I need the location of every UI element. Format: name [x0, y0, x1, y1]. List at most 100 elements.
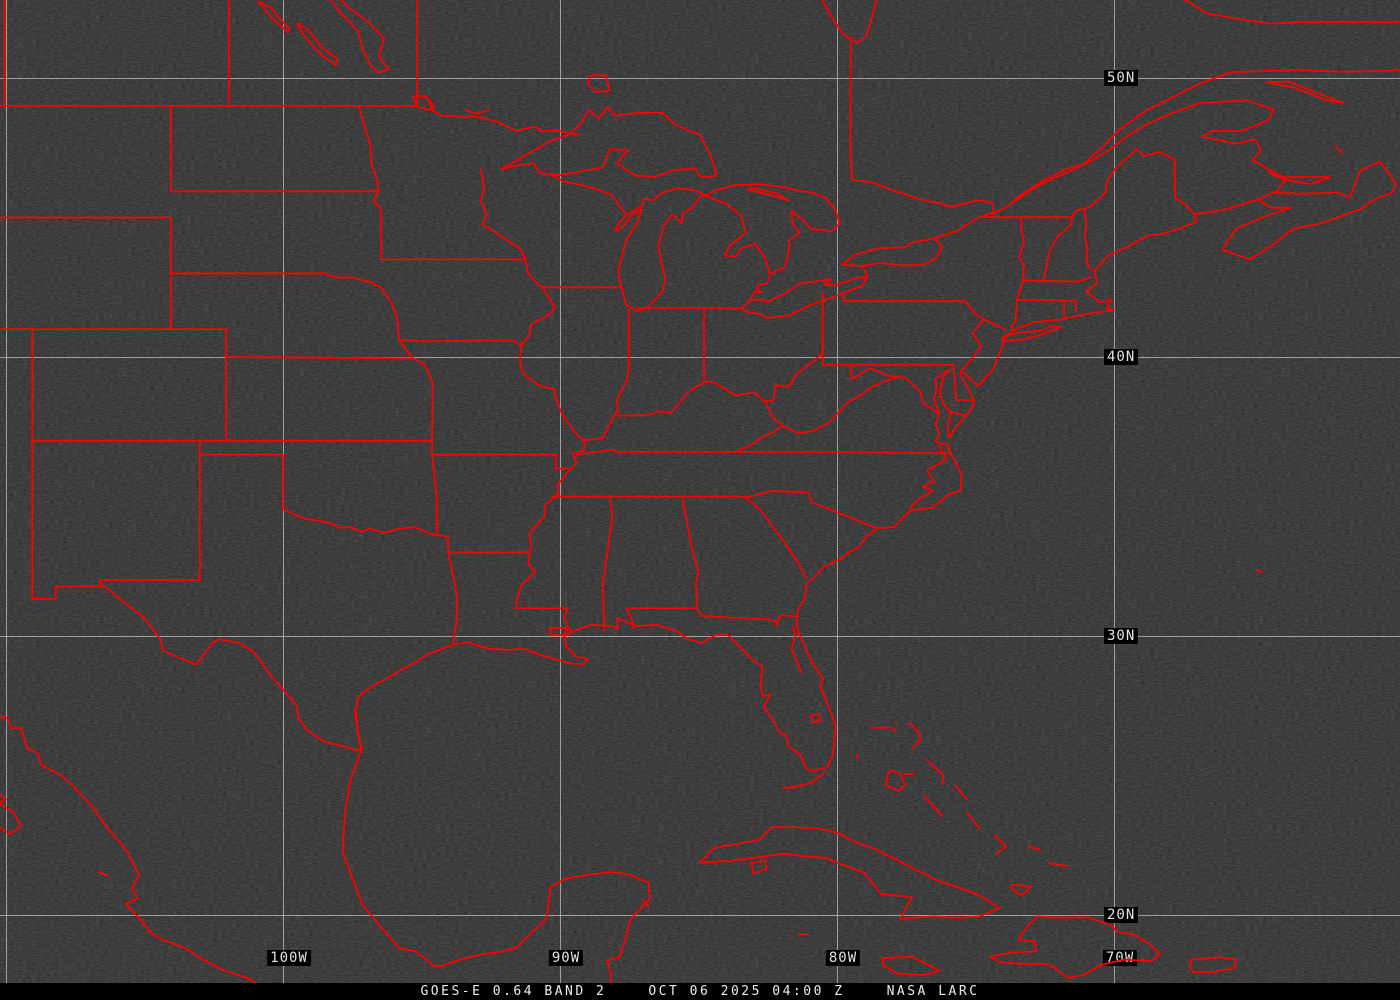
boundary-big-sandy-wv-ky [764, 400, 784, 427]
boundary-prince-edward-island [1268, 171, 1331, 185]
boundary-delmarva-md-va [949, 411, 967, 417]
boundary-on-qc-border [849, 36, 995, 213]
boundary-st-lawrence-north-shore [1013, 68, 1400, 201]
boundary-cozumel [642, 898, 650, 908]
boundary-rainy-lake [464, 109, 489, 115]
boundary-border-lakes-chain [416, 95, 580, 136]
boundary-cuba [699, 826, 1000, 921]
boundary-lake-ontario [841, 237, 944, 267]
lat-label-50n: 50N [1104, 70, 1139, 86]
lat-label-40n: 40N [1104, 349, 1139, 365]
boundary-turks-caicos [1048, 862, 1070, 868]
boundary-ga-fl-border [700, 614, 798, 627]
boundary-lake-of-the-woods [412, 95, 435, 111]
boundary-anticosti-island [1265, 80, 1345, 104]
caption-credit: NASA LARC [886, 984, 980, 999]
boundary-mo-bootheel [554, 453, 570, 470]
caption-timestamp: OCT 06 2025 04:00 Z [648, 984, 845, 999]
boundary-great-inagua [1010, 883, 1032, 897]
boundary-ia-mo-border [398, 339, 523, 347]
gridline-lat-50n [0, 78, 1400, 79]
boundary-puerto-rico [1189, 956, 1237, 974]
boundary-isla-de-la-juventud [750, 859, 768, 874]
boundary-lake-st-clair [749, 272, 771, 301]
boundary-ma-south-border [1016, 298, 1077, 302]
boundary-md-potomac [850, 363, 941, 416]
boundary-me-qc-nb-border [1071, 148, 1196, 219]
boundary-baja-california-cape [0, 793, 23, 835]
boundary-ok-ar-border [431, 453, 438, 536]
boundary-lake-manitoba [295, 22, 338, 67]
boundary-lake-pontchartrain [548, 626, 568, 637]
boundary-ms-la-31n-pearl [514, 607, 572, 632]
boundary-mexico-pacific-coast [0, 715, 279, 994]
boundary-coast-southeast-gulf-mexico [341, 526, 895, 994]
boundary-james-bay [821, 0, 878, 44]
boundary-ok-panhandle [198, 453, 284, 510]
boundary-mi-south-border [636, 306, 743, 310]
boundary-long-island [1001, 325, 1063, 342]
boundary-magdalen-islands [1334, 145, 1344, 155]
boundary-eleuthera [926, 759, 945, 785]
boundary-ar-tx-border [435, 533, 450, 554]
boundary-niagara-river [861, 264, 869, 279]
boundary-il-in-border [613, 308, 630, 417]
boundary-nm-bootheel [31, 585, 103, 600]
boundary-outer-banks [892, 452, 963, 529]
boundary-red-river-tx-ok [282, 507, 438, 536]
boundary-manitoulin-island [747, 186, 790, 202]
boundary-nova-scotia [1221, 160, 1398, 261]
boundary-mo-west-border [412, 357, 434, 456]
boundary-wi-mi-border [548, 173, 628, 216]
boundary-pa-ny-42n [842, 292, 985, 321]
boundary-va-wv-border [734, 375, 902, 453]
boundary-mississippi-river [480, 167, 586, 609]
boundary-andros [884, 769, 906, 792]
boundary-ny-east-border [1010, 216, 1025, 332]
boundary-long-island-bahamas [966, 812, 981, 830]
boundary-coast-mid-atlantic-chesapeake [933, 337, 1005, 455]
boundary-lake-winnipegosis [257, 0, 291, 33]
boundary-vt-nh-border [1042, 216, 1074, 282]
boundary-de-md-border [952, 363, 975, 402]
boundary-coast-new-england [1001, 213, 1198, 339]
boundary-exuma-chain [923, 795, 944, 817]
boundary-lake-winnipeg [329, 0, 390, 74]
boundary-ne-ks-40n [225, 356, 415, 360]
gridline-lon-80w [837, 0, 838, 1000]
boundary-sd-ne-border [169, 272, 383, 289]
boundary-lake-nipigon [586, 74, 611, 93]
lon-label-80w: 80W [825, 950, 861, 966]
caption-bar: GOES-E 0.64 BAND 2 OCT 06 2025 04:00 Z N… [0, 983, 1400, 1000]
caption-product: GOES-E 0.64 BAND 2 [420, 984, 607, 999]
boundary-cat-island [953, 784, 969, 801]
boundary-grand-cayman [797, 933, 808, 936]
boundary-lake-huron-georgian-bay [704, 183, 841, 275]
boundary-pamlico-sound-mainland [909, 445, 948, 509]
boundary-nh-me-border [1083, 208, 1093, 271]
boundary-red-river-border [358, 105, 380, 193]
lon-label-90w: 90W [548, 950, 584, 966]
boundary-qc-nl-border [1183, 0, 1400, 25]
boundary-mn-sd-border [372, 190, 383, 261]
boundary-lake-huron-west-shore [704, 194, 771, 275]
lat-label-20n: 20N [1104, 907, 1139, 923]
boundary-st-johns-river [790, 625, 802, 674]
gridline-lat-20n [0, 915, 1400, 916]
boundary-bermuda [1255, 569, 1264, 573]
gridline-lon-70w [1114, 0, 1115, 1000]
boundary-ny-nj-border [982, 318, 1006, 331]
boundary-abaco [908, 721, 921, 749]
boundary-lake-okeechobee [809, 713, 822, 724]
boundary-lake-michigan [614, 187, 707, 313]
boundary-grand-bahama [870, 726, 897, 733]
boundary-ohio-river [581, 338, 824, 442]
boundary-tx-la-sabine [447, 551, 459, 646]
boundary-sc-ga-savannah [743, 495, 807, 579]
boundary-acklins [994, 834, 1007, 855]
boundary-hispaniola [989, 915, 1161, 979]
lon-label-100w: 100W [267, 950, 311, 966]
